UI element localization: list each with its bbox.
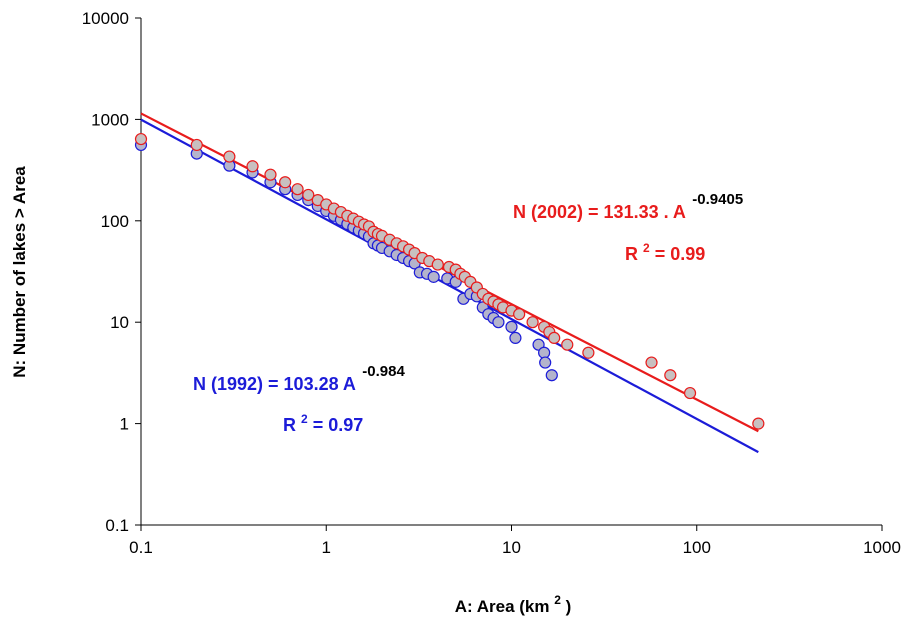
point-2002 bbox=[664, 369, 677, 382]
point-2002 bbox=[431, 258, 444, 271]
point-2002 bbox=[513, 308, 526, 321]
r2-1992-sup: 2 bbox=[301, 412, 308, 426]
equation-2002-exponent: -0.9405 bbox=[692, 191, 743, 208]
x-axis-title: A: Area (km 2 ) bbox=[455, 589, 572, 616]
r2-1992-prefix: R bbox=[283, 415, 296, 435]
point-1992 bbox=[545, 369, 558, 382]
x-tick-label: 0.1 bbox=[129, 538, 153, 557]
point-2002 bbox=[291, 183, 304, 196]
equation-2002: N (2002) = 131.33 . A -0.9405 bbox=[513, 191, 743, 222]
r2-1992: R 2 = 0.97 bbox=[283, 407, 363, 435]
point-2002 bbox=[752, 417, 765, 430]
equation-2002-text: N (2002) = 131.33 . A bbox=[513, 202, 686, 222]
point-2002 bbox=[246, 160, 259, 173]
y-tick-label: 1 bbox=[120, 415, 129, 434]
r2-2002-value: = 0.99 bbox=[655, 244, 706, 264]
x-axis-title-text: A: Area (km bbox=[455, 597, 550, 616]
y-tick-label: 0.1 bbox=[105, 516, 129, 535]
point-2002 bbox=[134, 132, 148, 146]
r2-2002-sup: 2 bbox=[643, 241, 650, 255]
r2-2002: R 2 = 0.99 bbox=[625, 236, 705, 264]
point-1992 bbox=[492, 316, 505, 329]
point-2002 bbox=[190, 138, 203, 152]
x-axis-title-sup: 2 bbox=[554, 593, 561, 607]
point-2002 bbox=[645, 356, 658, 369]
data-points bbox=[134, 132, 765, 430]
x-tick-label: 10 bbox=[502, 538, 521, 557]
x-tick-label: 1 bbox=[322, 538, 331, 557]
point-2002 bbox=[561, 338, 574, 351]
point-2002 bbox=[683, 386, 697, 400]
point-2002 bbox=[279, 176, 292, 189]
y-tick-label: 10 bbox=[110, 313, 129, 332]
point-1992 bbox=[505, 320, 518, 333]
y-axis-title: N: Number of lakes > Area bbox=[10, 166, 29, 378]
r2-2002-prefix: R bbox=[625, 244, 638, 264]
equation-1992-text: N (1992) = 103.28 A bbox=[193, 374, 356, 394]
y-tick-label: 1000 bbox=[91, 110, 129, 129]
point-2002 bbox=[264, 168, 277, 181]
point-1992 bbox=[427, 270, 440, 283]
x-axis-title-end: ) bbox=[566, 597, 572, 616]
x-tick-label: 100 bbox=[683, 538, 711, 557]
point-2002 bbox=[582, 346, 595, 359]
point-2002 bbox=[223, 150, 236, 163]
y-tick-label: 10000 bbox=[82, 9, 129, 28]
point-2002 bbox=[302, 188, 315, 202]
r2-1992-value: = 0.97 bbox=[313, 415, 364, 435]
y-tick-label: 100 bbox=[101, 212, 129, 231]
fit-line-1992 bbox=[140, 118, 759, 454]
point-2002 bbox=[526, 316, 539, 329]
point-1992 bbox=[509, 331, 522, 345]
point-1992 bbox=[539, 356, 552, 369]
equation-1992: N (1992) = 103.28 A -0.984 bbox=[193, 363, 405, 394]
axes: 0.1 1 10 100 1000 0.1 1 10 100 1000 10000 bbox=[82, 9, 901, 557]
point-2002 bbox=[548, 331, 561, 345]
x-tick-label: 1000 bbox=[863, 538, 901, 557]
equation-1992-exponent: -0.984 bbox=[362, 363, 405, 380]
